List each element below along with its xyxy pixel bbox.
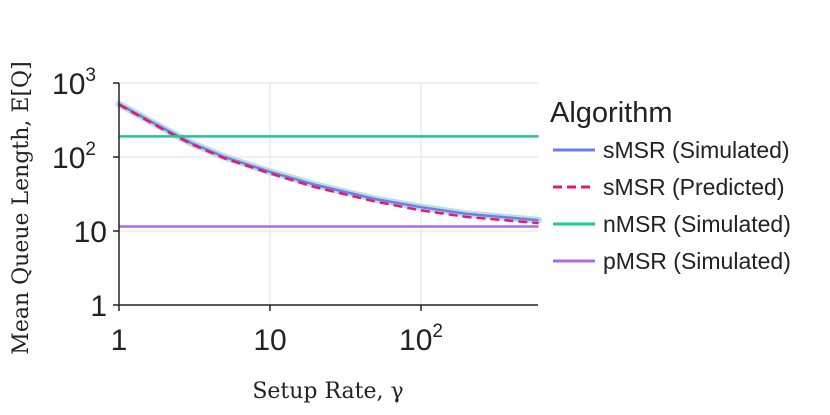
legend: Algorithm sMSR (Simulated) sMSR (Predicte… xyxy=(550,97,791,274)
x-tick-label: 102 xyxy=(399,321,443,357)
series-lines xyxy=(118,102,539,228)
tick-labels: 1 10 102 1 10 102 103 xyxy=(52,65,443,357)
x-tick-label: 1 xyxy=(111,324,128,357)
legend-title: Algorithm xyxy=(550,97,673,129)
series-line-1 xyxy=(118,103,539,225)
y-tick-label: 103 xyxy=(52,65,96,101)
legend-label-3: pMSR (Simulated) xyxy=(603,248,791,274)
y-axis-label: Mean Queue Length, E[Q] xyxy=(9,61,34,354)
legend-label-0: sMSR (Simulated) xyxy=(603,137,790,163)
legend-label-2: nMSR (Simulated) xyxy=(603,211,791,237)
y-tick-label: 1 xyxy=(90,290,107,323)
series-line-0 xyxy=(118,102,539,222)
x-tick-label: 10 xyxy=(253,324,286,357)
legend-label-1: sMSR (Predicted) xyxy=(603,174,784,200)
series-band-0 xyxy=(115,100,542,224)
y-tick-label: 102 xyxy=(52,139,96,175)
y-tick-label: 10 xyxy=(74,216,107,249)
confidence-bands xyxy=(115,100,542,224)
axes xyxy=(118,83,538,306)
x-axis-label: Setup Rate, γ xyxy=(252,379,403,404)
grid xyxy=(119,82,538,305)
